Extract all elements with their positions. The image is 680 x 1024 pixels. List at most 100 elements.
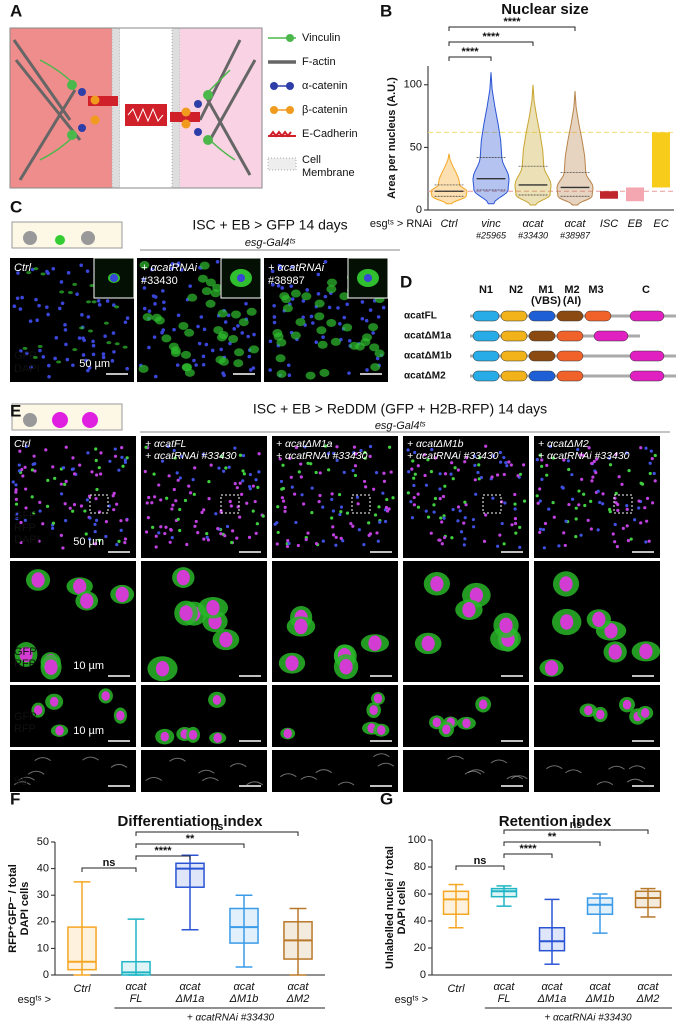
cell bbox=[142, 313, 153, 322]
nucleus bbox=[559, 576, 573, 592]
nucleus bbox=[416, 492, 420, 496]
nucleus bbox=[474, 492, 478, 496]
diagram-legend-icons bbox=[267, 34, 297, 171]
column-label: + αcatRNAi #33430 bbox=[407, 450, 499, 462]
nucleus bbox=[503, 501, 507, 505]
nucleus bbox=[72, 472, 77, 476]
nucleus bbox=[162, 300, 166, 305]
nucleus bbox=[91, 343, 96, 348]
nucleus bbox=[278, 265, 283, 270]
nucleus bbox=[336, 306, 340, 310]
nucleus bbox=[443, 484, 447, 488]
stain bbox=[490, 759, 508, 764]
nucleus bbox=[355, 495, 360, 499]
nucleus bbox=[484, 444, 488, 448]
cell bbox=[154, 316, 165, 325]
roi bbox=[351, 494, 371, 514]
nucleus bbox=[323, 259, 328, 264]
nucleus bbox=[78, 463, 82, 467]
nucleus bbox=[598, 500, 602, 505]
icon bbox=[52, 412, 68, 428]
nucleus bbox=[283, 509, 287, 513]
construct-label: αcatΔM1a bbox=[404, 331, 452, 342]
nucleus bbox=[476, 470, 480, 475]
nucleus bbox=[80, 593, 94, 609]
nucleus bbox=[424, 483, 429, 487]
nucleus bbox=[382, 479, 387, 483]
nucleus bbox=[276, 505, 280, 509]
column-label: + αcatΔM1a bbox=[276, 438, 333, 450]
nucleus bbox=[567, 502, 571, 507]
nucleus bbox=[38, 509, 42, 513]
nucleus bbox=[513, 507, 517, 511]
domain bbox=[500, 330, 528, 342]
nucleus bbox=[41, 522, 45, 526]
nucleus bbox=[314, 542, 319, 546]
nucleus bbox=[216, 526, 220, 531]
nucleus bbox=[330, 492, 334, 496]
nucleus bbox=[615, 545, 619, 549]
nucleus bbox=[327, 468, 331, 472]
nucleus bbox=[502, 472, 506, 477]
nucleus bbox=[442, 516, 446, 520]
image-label: + αcatRNAi bbox=[268, 262, 325, 274]
nucleus bbox=[552, 515, 556, 519]
nucleus bbox=[228, 341, 232, 346]
nucleus bbox=[179, 268, 184, 272]
nucleus bbox=[331, 533, 336, 537]
nucleus bbox=[513, 502, 517, 506]
nucleus bbox=[228, 499, 232, 504]
nucleus bbox=[327, 305, 332, 310]
box bbox=[634, 890, 662, 909]
nucleus bbox=[223, 534, 227, 538]
nucleus bbox=[469, 587, 483, 603]
significance-label: ns bbox=[103, 857, 116, 869]
y-tick-label: 0 bbox=[43, 969, 49, 981]
nucleus bbox=[353, 464, 358, 468]
nucleus bbox=[224, 466, 228, 470]
nucleus bbox=[16, 271, 20, 275]
cell bbox=[305, 371, 316, 380]
nucleus bbox=[15, 296, 20, 301]
membrane bbox=[171, 27, 181, 189]
nucleus bbox=[152, 335, 157, 339]
y-tick-label: 50 bbox=[410, 141, 422, 153]
channel-label: GFP bbox=[14, 350, 37, 362]
nucleus bbox=[63, 502, 67, 506]
nucleus bbox=[341, 539, 345, 543]
nucleus bbox=[165, 496, 169, 500]
nucleus bbox=[316, 272, 321, 277]
panel-title: ISC + EB > ReDDM (GFP + H2B-RFP) 14 days bbox=[253, 401, 547, 417]
nucleus bbox=[176, 517, 180, 521]
nucleus bbox=[142, 286, 147, 290]
x-tick-note: #25965 bbox=[476, 230, 507, 240]
stain bbox=[18, 776, 35, 781]
nucleus bbox=[637, 499, 641, 503]
x-tick-label: Ctrl bbox=[440, 218, 458, 230]
nucleus bbox=[173, 456, 177, 460]
nucleus bbox=[314, 340, 319, 345]
nucleus bbox=[201, 354, 206, 359]
roi bbox=[220, 494, 240, 514]
nucleus bbox=[202, 508, 206, 512]
nucleus bbox=[41, 355, 46, 359]
nucleus bbox=[513, 492, 517, 497]
nucleus bbox=[217, 466, 221, 470]
column-label: + αcatFL bbox=[145, 438, 186, 450]
nucleus bbox=[188, 284, 192, 288]
nucleus bbox=[168, 540, 172, 544]
construct-label: αcatFL bbox=[404, 311, 437, 322]
nucleus bbox=[32, 511, 36, 515]
nucleus bbox=[371, 331, 375, 335]
cell bbox=[369, 343, 380, 352]
domain bbox=[528, 350, 556, 362]
nucleus bbox=[538, 499, 542, 503]
nucleus bbox=[374, 471, 379, 475]
nucleus bbox=[14, 483, 18, 487]
significance-bracket bbox=[503, 853, 553, 858]
cell bbox=[368, 323, 379, 332]
x-tick-label: αcat bbox=[565, 218, 587, 230]
nucleus bbox=[375, 531, 379, 535]
nucleus bbox=[162, 307, 167, 311]
nucleus bbox=[464, 503, 468, 507]
